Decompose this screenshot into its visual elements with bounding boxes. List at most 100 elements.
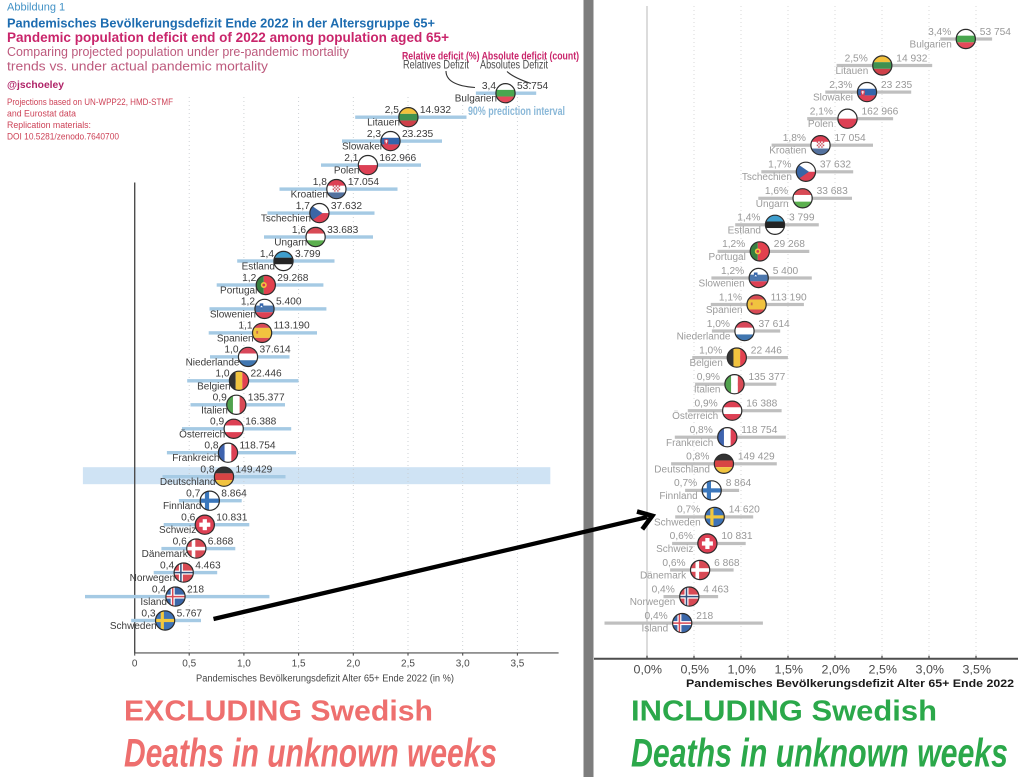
svg-text:Deutschland: Deutschland <box>160 477 216 488</box>
svg-text:37.614: 37.614 <box>260 345 291 356</box>
svg-text:53.754: 53.754 <box>517 81 548 92</box>
svg-text:Slowakei: Slowakei <box>813 93 853 104</box>
svg-text:Dänemark: Dänemark <box>640 571 687 582</box>
svg-text:0,5%: 0,5% <box>681 664 710 676</box>
svg-text:Island: Island <box>642 624 669 635</box>
svg-text:Tschechien: Tschechien <box>261 214 311 225</box>
svg-text:0,6: 0,6 <box>181 513 195 524</box>
svg-text:1,2: 1,2 <box>242 273 256 284</box>
svg-text:Abbildung 1: Abbildung 1 <box>7 2 65 14</box>
svg-text:1,2%: 1,2% <box>722 239 745 250</box>
svg-text:Pandemic population deficit en: Pandemic population deficit end of 2022 … <box>7 30 449 45</box>
svg-text:Deaths in unknown weeks: Deaths in unknown weeks <box>631 732 1008 776</box>
svg-text:0,4%: 0,4% <box>644 611 667 622</box>
svg-text:3,4%: 3,4% <box>928 27 951 38</box>
svg-text:10 831: 10 831 <box>721 531 752 542</box>
svg-text:Slowenien: Slowenien <box>210 309 256 320</box>
svg-text:6 868: 6 868 <box>714 558 740 569</box>
svg-text:Projections based on UN-WPP22,: Projections based on UN-WPP22, HMD-STMF <box>7 97 173 107</box>
svg-text:Spanien: Spanien <box>217 333 254 344</box>
svg-text:Slowenien: Slowenien <box>699 279 745 290</box>
svg-text:Pandemisches Bevölkerungsdefiz: Pandemisches Bevölkerungsdefizit Alter 6… <box>686 678 1014 690</box>
svg-text:162.966: 162.966 <box>379 153 416 164</box>
svg-text:Absolutes Defizit: Absolutes Defizit <box>480 60 549 72</box>
svg-text:149.429: 149.429 <box>236 465 273 476</box>
svg-text:Estland: Estland <box>728 225 761 236</box>
svg-text:1,7%: 1,7% <box>768 160 791 171</box>
svg-text:Deutschland: Deutschland <box>654 464 710 475</box>
svg-text:Italien: Italien <box>201 405 228 416</box>
svg-text:Ungarn: Ungarn <box>274 238 307 249</box>
svg-text:3 799: 3 799 <box>789 213 815 224</box>
svg-text:8 864: 8 864 <box>726 478 752 489</box>
svg-text:149 429: 149 429 <box>738 452 775 463</box>
svg-text:23 235: 23 235 <box>881 80 912 91</box>
svg-text:Ungarn: Ungarn <box>756 199 789 210</box>
svg-text:16 388: 16 388 <box>746 399 777 410</box>
svg-text:Finnland: Finnland <box>163 501 201 512</box>
svg-text:Portugal: Portugal <box>709 252 746 263</box>
svg-text:0,7%: 0,7% <box>674 478 697 489</box>
svg-text:2,3: 2,3 <box>367 129 381 140</box>
svg-text:2,5%: 2,5% <box>845 53 868 64</box>
svg-text:1,1: 1,1 <box>238 321 252 332</box>
svg-text:3,5: 3,5 <box>510 658 524 669</box>
svg-text:1,8: 1,8 <box>313 177 327 188</box>
svg-text:6.868: 6.868 <box>208 536 234 547</box>
svg-text:0,8%: 0,8% <box>686 452 709 463</box>
svg-text:0,4%: 0,4% <box>652 584 675 595</box>
svg-text:Schweiz: Schweiz <box>159 525 196 536</box>
svg-text:3,0%: 3,0% <box>916 664 945 676</box>
svg-text:DOI 10.5281/zenodo.7640700: DOI 10.5281/zenodo.7640700 <box>7 132 119 142</box>
svg-text:Finnland: Finnland <box>659 491 697 502</box>
svg-text:0,8: 0,8 <box>200 465 214 476</box>
svg-text:Italien: Italien <box>694 385 721 396</box>
svg-text:0,9: 0,9 <box>213 393 227 404</box>
svg-text:37 614: 37 614 <box>759 319 790 330</box>
svg-text:0,6%: 0,6% <box>662 558 685 569</box>
svg-text:Österreich: Österreich <box>179 428 225 440</box>
svg-text:29.268: 29.268 <box>277 273 308 284</box>
svg-text:0,4: 0,4 <box>160 560 174 571</box>
svg-text:1,0: 1,0 <box>237 658 251 669</box>
svg-text:Frankreich: Frankreich <box>666 438 713 449</box>
svg-text:Belgien: Belgien <box>197 381 230 392</box>
svg-text:Deaths in unknown weeks: Deaths in unknown weeks <box>124 732 497 776</box>
svg-text:Replication materials:: Replication materials: <box>7 120 91 130</box>
svg-text:14 932: 14 932 <box>896 53 927 64</box>
svg-text:Österreich: Österreich <box>672 410 718 422</box>
svg-text:Frankreich: Frankreich <box>172 453 219 464</box>
svg-text:29 268: 29 268 <box>774 239 805 250</box>
svg-text:Norwegen: Norwegen <box>630 597 676 608</box>
svg-text:0,7%: 0,7% <box>677 505 700 516</box>
svg-text:1,4: 1,4 <box>260 249 274 260</box>
svg-text:37 632: 37 632 <box>820 160 851 171</box>
svg-text:0,9%: 0,9% <box>697 372 720 383</box>
svg-text:trends vs. under actual pandem: trends vs. under actual pandemic mortali… <box>7 60 269 74</box>
svg-text:0,9%: 0,9% <box>694 399 717 410</box>
svg-text:Slowakei: Slowakei <box>342 142 382 153</box>
svg-text:218: 218 <box>187 584 204 595</box>
svg-text:Tschechien: Tschechien <box>742 172 792 183</box>
svg-text:0,9: 0,9 <box>210 417 224 428</box>
svg-text:2,3%: 2,3% <box>829 80 852 91</box>
svg-text:1,0%: 1,0% <box>707 319 730 330</box>
svg-text:5.767: 5.767 <box>177 608 203 619</box>
svg-text:Litauen: Litauen <box>367 118 400 129</box>
svg-text:@jschoeley: @jschoeley <box>7 80 64 91</box>
svg-text:135.377: 135.377 <box>248 393 285 404</box>
svg-text:and Eurostat data: and Eurostat data <box>7 109 77 119</box>
svg-text:1,6%: 1,6% <box>765 186 788 197</box>
svg-text:135 377: 135 377 <box>749 372 786 383</box>
svg-text:22 446: 22 446 <box>751 345 782 356</box>
svg-text:3,4: 3,4 <box>482 81 496 92</box>
svg-text:1,0%: 1,0% <box>728 664 757 676</box>
svg-text:2,0%: 2,0% <box>822 664 851 676</box>
svg-text:14.932: 14.932 <box>420 105 451 116</box>
svg-text:118.754: 118.754 <box>240 441 276 452</box>
svg-text:1,8%: 1,8% <box>783 133 806 144</box>
svg-text:Spanien: Spanien <box>706 305 743 316</box>
svg-text:113 190: 113 190 <box>771 292 807 303</box>
svg-text:Norwegen: Norwegen <box>130 573 176 584</box>
svg-text:1,1%: 1,1% <box>719 292 742 303</box>
